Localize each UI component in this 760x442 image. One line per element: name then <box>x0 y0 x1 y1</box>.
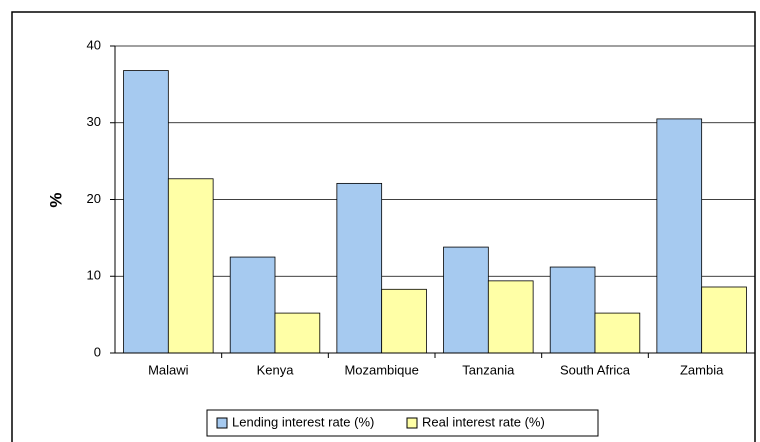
x-tick-label: Tanzania <box>462 362 515 377</box>
x-tick-label: Mozambique <box>344 362 418 377</box>
bar <box>656 118 703 354</box>
x-tick-label: Malawi <box>148 362 189 377</box>
y-tick-label: 20 <box>87 191 101 206</box>
bar <box>381 288 427 354</box>
legend-label: Lending interest rate (%) <box>232 414 374 429</box>
y-tick-label: 40 <box>87 37 101 52</box>
bar <box>594 312 641 354</box>
bar <box>549 266 596 354</box>
legend-swatch <box>406 417 418 429</box>
legend-box <box>206 409 599 437</box>
y-tick-label: 0 <box>94 344 101 359</box>
bar <box>229 256 276 354</box>
legend-label: Real interest rate (%) <box>422 414 545 429</box>
legend-swatch <box>216 417 228 429</box>
y-tick-label: 30 <box>87 114 101 129</box>
bar <box>701 286 747 354</box>
bar <box>336 182 383 354</box>
x-tick-label: South Africa <box>560 362 631 377</box>
bar <box>274 312 321 354</box>
x-tick-label: Zambia <box>680 362 724 377</box>
y-axis-label: % <box>46 192 65 207</box>
bar <box>487 280 534 354</box>
x-tick-label: Kenya <box>257 362 295 377</box>
y-tick-label: 10 <box>87 268 101 283</box>
bar <box>167 178 214 354</box>
bar <box>443 246 489 354</box>
bar <box>123 70 169 354</box>
